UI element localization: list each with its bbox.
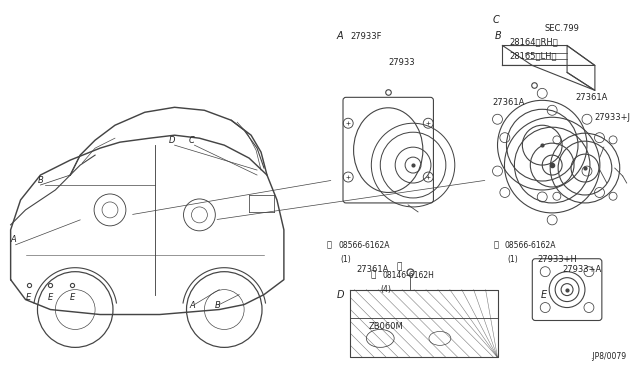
Text: A: A <box>189 301 195 310</box>
Text: 08566-6162A: 08566-6162A <box>339 241 390 250</box>
Text: E: E <box>48 292 53 302</box>
Text: 28164（RH）: 28164（RH） <box>509 38 558 46</box>
Text: B: B <box>38 176 44 185</box>
Text: B: B <box>214 301 220 310</box>
Text: 27933+J: 27933+J <box>594 113 630 122</box>
Text: C: C <box>189 136 195 145</box>
Text: 27933+A: 27933+A <box>562 265 602 274</box>
Text: 27933+H: 27933+H <box>537 255 577 264</box>
Text: D: D <box>337 289 344 299</box>
Text: C: C <box>493 15 499 25</box>
Text: Ⓑ: Ⓑ <box>396 263 401 272</box>
Text: Ⓢ: Ⓢ <box>493 241 499 250</box>
Text: 27933: 27933 <box>388 58 415 67</box>
Text: (1): (1) <box>340 255 351 264</box>
Text: 27361A: 27361A <box>575 93 607 102</box>
Text: A: A <box>11 235 17 244</box>
Text: E: E <box>70 292 75 302</box>
Text: E: E <box>540 289 547 299</box>
Text: ZB060M: ZB060M <box>369 323 404 331</box>
Text: B: B <box>495 31 501 41</box>
Text: (4): (4) <box>380 285 391 294</box>
Text: E: E <box>26 292 31 302</box>
Text: 27361A: 27361A <box>356 265 388 274</box>
Text: 28165（LH）: 28165（LH） <box>509 51 557 61</box>
Text: 27933F: 27933F <box>351 32 382 41</box>
Text: (1): (1) <box>508 255 518 264</box>
Text: 08146-6162H: 08146-6162H <box>382 271 434 280</box>
Text: 27361A: 27361A <box>493 98 525 107</box>
Text: D: D <box>168 136 175 145</box>
Text: .JP8/0079: .JP8/0079 <box>591 352 627 361</box>
Text: SEC.799: SEC.799 <box>544 23 579 33</box>
Text: Ⓑ: Ⓑ <box>371 271 376 280</box>
Text: A: A <box>337 31 343 41</box>
Text: Ⓢ: Ⓢ <box>326 241 332 250</box>
Text: 08566-6162A: 08566-6162A <box>504 241 556 250</box>
